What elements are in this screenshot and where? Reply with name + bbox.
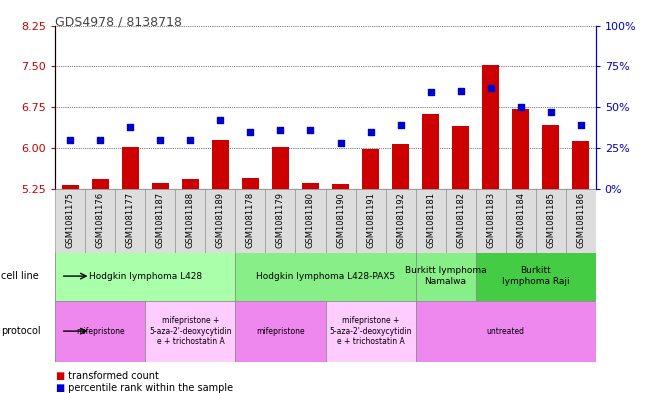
- Bar: [115, 189, 145, 253]
- Bar: [422, 114, 439, 189]
- Bar: [62, 185, 79, 189]
- Bar: [55, 252, 236, 301]
- Bar: [566, 189, 596, 253]
- Bar: [445, 189, 476, 253]
- Bar: [536, 189, 566, 253]
- Point: [575, 122, 586, 128]
- Bar: [452, 126, 469, 189]
- Text: GSM1081186: GSM1081186: [576, 192, 585, 248]
- Point: [516, 104, 526, 110]
- Bar: [182, 179, 199, 189]
- Bar: [122, 147, 139, 189]
- Bar: [393, 143, 409, 189]
- Text: GSM1081176: GSM1081176: [96, 192, 105, 248]
- Point: [275, 127, 286, 133]
- Text: mifepristone: mifepristone: [256, 327, 305, 336]
- Text: Burkitt lymphoma
Namalwa: Burkitt lymphoma Namalwa: [405, 266, 486, 286]
- Point: [486, 84, 496, 91]
- Text: GSM1081179: GSM1081179: [276, 192, 285, 248]
- Bar: [572, 141, 589, 189]
- Bar: [296, 189, 326, 253]
- Bar: [482, 65, 499, 189]
- Point: [155, 136, 165, 143]
- Bar: [212, 140, 229, 189]
- Text: GSM1081189: GSM1081189: [216, 192, 225, 248]
- Bar: [415, 301, 596, 362]
- Text: Hodgkin lymphoma L428-PAX5: Hodgkin lymphoma L428-PAX5: [256, 272, 395, 281]
- Bar: [272, 147, 289, 189]
- Text: percentile rank within the sample: percentile rank within the sample: [65, 383, 233, 393]
- Bar: [415, 252, 476, 301]
- Text: GSM1081192: GSM1081192: [396, 192, 405, 248]
- Point: [335, 140, 346, 146]
- Text: GSM1081178: GSM1081178: [246, 192, 255, 248]
- Bar: [236, 252, 415, 301]
- Text: Hodgkin lymphoma L428: Hodgkin lymphoma L428: [89, 272, 202, 281]
- Bar: [385, 189, 415, 253]
- Text: GSM1081188: GSM1081188: [186, 192, 195, 248]
- Text: GSM1081185: GSM1081185: [546, 192, 555, 248]
- Point: [395, 122, 406, 128]
- Point: [365, 129, 376, 135]
- Text: GSM1081182: GSM1081182: [456, 192, 465, 248]
- Bar: [542, 125, 559, 189]
- Bar: [326, 189, 355, 253]
- Point: [215, 117, 226, 123]
- Text: GSM1081187: GSM1081187: [156, 192, 165, 248]
- Point: [95, 136, 105, 143]
- Point: [456, 88, 466, 94]
- Text: GDS4978 / 8138718: GDS4978 / 8138718: [55, 16, 182, 29]
- Bar: [512, 109, 529, 189]
- Bar: [355, 189, 385, 253]
- Bar: [476, 189, 506, 253]
- Bar: [152, 183, 169, 189]
- Bar: [55, 301, 145, 362]
- Text: Burkitt
lymphoma Raji: Burkitt lymphoma Raji: [502, 266, 570, 286]
- Text: ■: ■: [55, 383, 64, 393]
- Bar: [236, 301, 326, 362]
- Bar: [415, 189, 445, 253]
- Bar: [302, 183, 319, 189]
- Bar: [506, 189, 536, 253]
- Point: [186, 136, 196, 143]
- Bar: [242, 178, 258, 189]
- Text: cell line: cell line: [1, 271, 38, 281]
- Text: protocol: protocol: [1, 326, 40, 336]
- Point: [125, 123, 135, 130]
- Text: GSM1081180: GSM1081180: [306, 192, 315, 248]
- Bar: [326, 301, 415, 362]
- Text: untreated: untreated: [486, 327, 525, 336]
- Point: [305, 127, 316, 133]
- Bar: [145, 301, 236, 362]
- Bar: [206, 189, 236, 253]
- Text: GSM1081190: GSM1081190: [336, 192, 345, 248]
- Bar: [236, 189, 266, 253]
- Point: [245, 129, 256, 135]
- Text: mifepristone +
5-aza-2'-deoxycytidin
e + trichostatin A: mifepristone + 5-aza-2'-deoxycytidin e +…: [149, 316, 232, 346]
- Bar: [476, 252, 596, 301]
- Text: GSM1081184: GSM1081184: [516, 192, 525, 248]
- Text: mifepristone +
5-aza-2'-deoxycytidin
e + trichostatin A: mifepristone + 5-aza-2'-deoxycytidin e +…: [329, 316, 412, 346]
- Text: GSM1081183: GSM1081183: [486, 192, 495, 248]
- Bar: [85, 189, 115, 253]
- Bar: [175, 189, 206, 253]
- Bar: [332, 184, 349, 189]
- Bar: [55, 189, 85, 253]
- Point: [425, 89, 436, 95]
- Bar: [362, 149, 379, 189]
- Text: GSM1081191: GSM1081191: [366, 192, 375, 248]
- Text: GSM1081177: GSM1081177: [126, 192, 135, 248]
- Text: transformed count: transformed count: [65, 371, 159, 382]
- Point: [65, 136, 76, 143]
- Bar: [92, 179, 109, 189]
- Text: GSM1081175: GSM1081175: [66, 192, 75, 248]
- Text: ■: ■: [55, 371, 64, 382]
- Point: [546, 109, 556, 115]
- Text: mifepristone: mifepristone: [76, 327, 125, 336]
- Bar: [266, 189, 296, 253]
- Bar: [145, 189, 175, 253]
- Text: GSM1081181: GSM1081181: [426, 192, 435, 248]
